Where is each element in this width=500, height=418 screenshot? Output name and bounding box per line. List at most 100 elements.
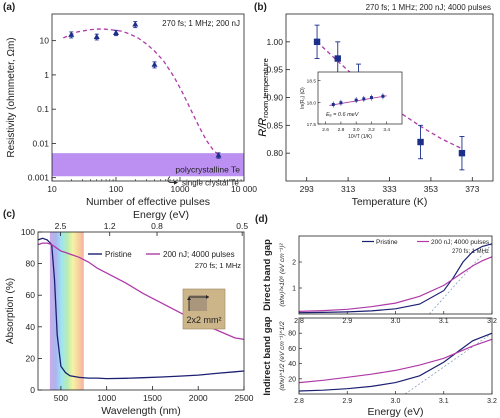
data-point: [334, 55, 341, 62]
panel-label: (b): [254, 2, 267, 13]
series-line: [37, 237, 245, 380]
panel-b: 293 313 333 353 373 0.80 0.85 0.90 0.95 1.00 270 f…: [254, 2, 491, 208]
top-tick-label: 2.5: [55, 221, 67, 231]
y-tick-label: 40: [288, 361, 296, 368]
panel-label: (d): [255, 214, 268, 225]
x-tick-label: 3.1: [439, 318, 449, 325]
subplot-frame: [298, 317, 493, 395]
fit-curve: [63, 28, 219, 156]
side-label: Indirect band gap: [262, 316, 273, 395]
x-tick-label: 2000: [189, 393, 208, 403]
data-point: [93, 33, 100, 39]
panel-c: 500 1000 1500 2000 2500 0 20 40 60 80 100 2.5 1.2 0.8…: [3, 209, 254, 417]
polycrystalline-band: [52, 153, 244, 177]
annotation: 270 fs; 1 MHz; 200 nJ: [162, 19, 240, 28]
inset-data-point: [381, 94, 385, 98]
series-line: [298, 332, 493, 392]
y-tick-label: 1: [44, 70, 49, 80]
inset-x-tick-label: 2.8: [338, 127, 345, 133]
inset-data-point: [339, 101, 343, 105]
y-tick-label: 80: [26, 259, 36, 269]
x-tick-label: 293: [300, 184, 314, 194]
x-tick-label: 2.9: [342, 398, 352, 405]
fit-curve: [316, 41, 463, 150]
x-tick-label: 313: [341, 184, 355, 194]
inset-x-label: 10³/T (1/K): [348, 134, 372, 140]
y-tick-label: 1: [292, 286, 296, 293]
x-tick-label: 100: [109, 184, 123, 194]
x-tick-label: 2.9: [342, 318, 352, 325]
y-tick-label: 20: [26, 353, 36, 363]
top-tick-label: 1.2: [104, 221, 116, 231]
annotation: 270 fs; 1 MHz: [195, 261, 242, 270]
x-tick-label: 10 000: [231, 184, 257, 194]
top-tick-label: 0.8: [151, 221, 163, 231]
top-axis-label: Energy (eV): [133, 209, 189, 221]
y-axis-label: (αhν)^1/2 (eV cm⁻¹)^1/2: [279, 321, 286, 391]
y-tick-label: 80: [288, 331, 296, 338]
panel-c-frame: [37, 231, 245, 391]
inset-y-tick-label: 18.5: [307, 79, 317, 85]
x-axis-label: Energy (eV): [367, 406, 423, 418]
x-tick-label: 2.8: [294, 398, 304, 405]
x-tick-label: 373: [465, 184, 479, 194]
x-tick-label: 2500: [235, 393, 254, 403]
x-tick-label: 353: [424, 184, 438, 194]
y-axis-label: (αhν)²×10⁶ (eV cm⁻¹)²: [279, 243, 286, 307]
inset-x-tick-label: 3.0: [353, 127, 360, 133]
y-axis-label-main: R/R: [257, 118, 269, 137]
inset-y-label: ln(R₀) (Ω): [300, 87, 306, 109]
x-tick-label: 1000: [171, 184, 190, 194]
x-axis-label: Number of effective pulses: [86, 196, 210, 208]
y-tick-label: 0.80: [266, 148, 283, 158]
annotation: 270 fs; 1 MHz: [452, 249, 489, 255]
y-tick-label: 0.01: [32, 138, 49, 148]
legend-label: Pristine: [105, 250, 132, 259]
y-tick-label: 1.00: [266, 37, 283, 47]
inset-data-point: [369, 96, 373, 100]
inset-x-tick-label: 3.2: [368, 127, 375, 133]
inset-x-tick-label: 3.4: [383, 127, 390, 133]
data-point: [68, 31, 75, 37]
side-label: Direct band gap: [262, 239, 273, 311]
inset-y-tick-label: 17.5: [307, 122, 317, 128]
y-tick-label: 2: [292, 260, 296, 267]
legend-label: 200 nJ; 4000 pulses: [431, 239, 490, 246]
y-tick-label: 20: [288, 376, 296, 383]
leader-arrow: [174, 180, 178, 185]
y-tick-label: 0: [30, 385, 35, 395]
x-tick-label: 3.0: [391, 318, 401, 325]
x-tick-label: 3.1: [439, 398, 449, 405]
x-axis-label: Temperature (K): [352, 196, 428, 208]
series-line: [298, 338, 493, 384]
y-tick-label: 0.1: [37, 104, 49, 114]
inset-data-point: [362, 97, 366, 101]
data-point: [215, 152, 222, 158]
data-point: [417, 138, 424, 146]
annotation: 270 fs; 1 MHz; 200 nJ; 4000 pulses: [366, 3, 491, 12]
x-tick-label: 3.0: [391, 398, 401, 405]
panel-b-frame: [285, 13, 494, 182]
inset-annotation: Eₐ = 0.6 meV: [326, 112, 360, 118]
y-tick-label: 60: [26, 290, 36, 300]
y-tick-label: 0.001: [28, 173, 50, 183]
y-axis-label-sub: room temperature: [261, 58, 270, 118]
inset-fit-line: [329, 95, 387, 106]
visible-spectrum-band: [49, 232, 84, 390]
panel-label: (a): [3, 2, 15, 13]
data-point: [313, 38, 321, 46]
x-tick-label: 10: [47, 184, 57, 194]
inset-data-point: [354, 98, 358, 102]
data-point: [151, 61, 158, 67]
x-tick-label: 333: [382, 184, 396, 194]
inset: 2.6 2.8 3.0 3.2 3.4 17.5 18.0 18.5 Eₐ = 0.6 meV 1…: [300, 71, 403, 140]
y-tick-label: 0.85: [266, 120, 283, 130]
inset-data-point: [331, 103, 335, 106]
leader-line: [167, 176, 176, 183]
single-crystal-label: single crystal Te: [182, 179, 239, 188]
panel-a-frame: [51, 13, 245, 182]
y-axis-label: Absorption (%): [5, 278, 16, 344]
legend-label: Pristine: [376, 239, 398, 246]
